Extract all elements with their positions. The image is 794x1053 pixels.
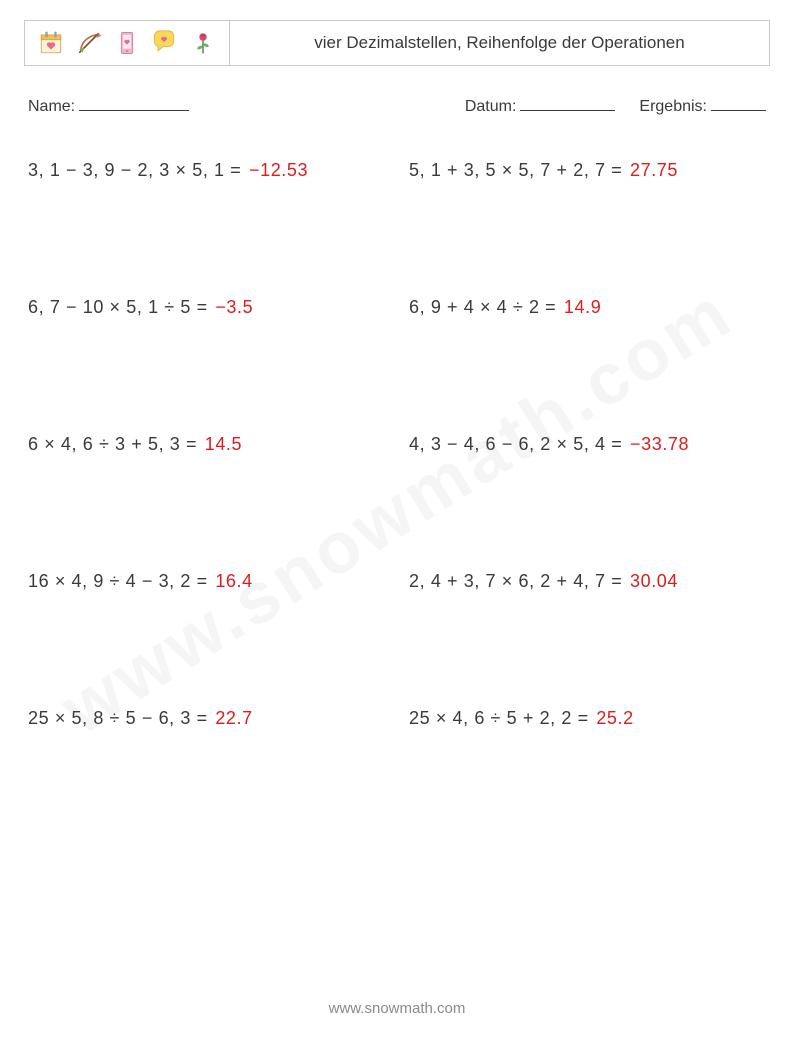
problem-cell: 4, 3 − 4, 6 − 6, 2 × 5, 4 = −33.78 [397, 434, 778, 455]
problem-cell: 6, 7 − 10 × 5, 1 ÷ 5 = −3.5 [28, 297, 397, 318]
name-field: Name: [28, 94, 189, 116]
problem-expression: 25 × 4, 6 ÷ 5 + 2, 2 = [409, 708, 589, 728]
problem-answer: 25.2 [596, 708, 633, 728]
problem-cell: 3, 1 − 3, 9 − 2, 3 × 5, 1 = −12.53 [28, 160, 397, 181]
worksheet-title: vier Dezimalstellen, Reihenfolge der Ope… [230, 21, 769, 65]
problem-expression: 4, 3 − 4, 6 − 6, 2 × 5, 4 = [409, 434, 622, 454]
problem-expression: 25 × 5, 8 ÷ 5 − 6, 3 = [28, 708, 208, 728]
header-icons [25, 21, 230, 65]
problem-expression: 16 × 4, 9 ÷ 4 − 3, 2 = [28, 571, 208, 591]
problems-grid: 3, 1 − 3, 9 − 2, 3 × 5, 1 = −12.53 5, 1 … [28, 160, 766, 729]
name-blank[interactable] [79, 94, 189, 111]
problem-expression: 6, 9 + 4 × 4 ÷ 2 = [409, 297, 556, 317]
problem-cell: 6 × 4, 6 ÷ 3 + 5, 3 = 14.5 [28, 434, 397, 455]
rose-icon [189, 29, 217, 57]
meta-row: Name: Datum: Ergebnis: [28, 94, 766, 116]
problem-cell: 2, 4 + 3, 7 × 6, 2 + 4, 7 = 30.04 [397, 571, 778, 592]
problem-answer: −33.78 [630, 434, 689, 454]
problem-expression: 2, 4 + 3, 7 × 6, 2 + 4, 7 = [409, 571, 622, 591]
footer-url: www.snowmath.com [0, 1000, 794, 1017]
problem-answer: −12.53 [249, 160, 308, 180]
problem-row: 25 × 5, 8 ÷ 5 − 6, 3 = 22.7 25 × 4, 6 ÷ … [28, 708, 766, 729]
problem-expression: 5, 1 + 3, 5 × 5, 7 + 2, 7 = [409, 160, 622, 180]
result-blank[interactable] [711, 94, 766, 111]
date-blank[interactable] [520, 94, 615, 111]
worksheet-page: vier Dezimalstellen, Reihenfolge der Ope… [0, 0, 794, 1053]
problem-cell: 25 × 5, 8 ÷ 5 − 6, 3 = 22.7 [28, 708, 397, 729]
problem-answer: 22.7 [215, 708, 252, 728]
chat-heart-icon [151, 29, 179, 57]
problem-answer: 14.9 [564, 297, 601, 317]
problem-answer: 30.04 [630, 571, 678, 591]
result-label: Ergebnis: [639, 98, 707, 115]
problem-row: 6, 7 − 10 × 5, 1 ÷ 5 = −3.5 6, 9 + 4 × 4… [28, 297, 766, 318]
problem-row: 6 × 4, 6 ÷ 3 + 5, 3 = 14.5 4, 3 − 4, 6 −… [28, 434, 766, 455]
result-field: Ergebnis: [639, 94, 766, 116]
problem-expression: 6 × 4, 6 ÷ 3 + 5, 3 = [28, 434, 197, 454]
name-label: Name: [28, 98, 75, 115]
problem-cell: 16 × 4, 9 ÷ 4 − 3, 2 = 16.4 [28, 571, 397, 592]
problem-cell: 6, 9 + 4 × 4 ÷ 2 = 14.9 [397, 297, 778, 318]
bow-arrow-icon [75, 29, 103, 57]
phone-heart-icon [113, 29, 141, 57]
header-bar: vier Dezimalstellen, Reihenfolge der Ope… [24, 20, 770, 66]
problem-answer: 14.5 [205, 434, 242, 454]
problem-row: 16 × 4, 9 ÷ 4 − 3, 2 = 16.4 2, 4 + 3, 7 … [28, 571, 766, 592]
problem-cell: 5, 1 + 3, 5 × 5, 7 + 2, 7 = 27.75 [397, 160, 778, 181]
date-field: Datum: [465, 94, 616, 116]
problem-cell: 25 × 4, 6 ÷ 5 + 2, 2 = 25.2 [397, 708, 778, 729]
problem-answer: 16.4 [215, 571, 252, 591]
problem-expression: 3, 1 − 3, 9 − 2, 3 × 5, 1 = [28, 160, 241, 180]
problem-answer: 27.75 [630, 160, 678, 180]
problem-expression: 6, 7 − 10 × 5, 1 ÷ 5 = [28, 297, 208, 317]
problem-row: 3, 1 − 3, 9 − 2, 3 × 5, 1 = −12.53 5, 1 … [28, 160, 766, 181]
date-label: Datum: [465, 98, 517, 115]
problem-answer: −3.5 [215, 297, 253, 317]
calendar-heart-icon [37, 29, 65, 57]
